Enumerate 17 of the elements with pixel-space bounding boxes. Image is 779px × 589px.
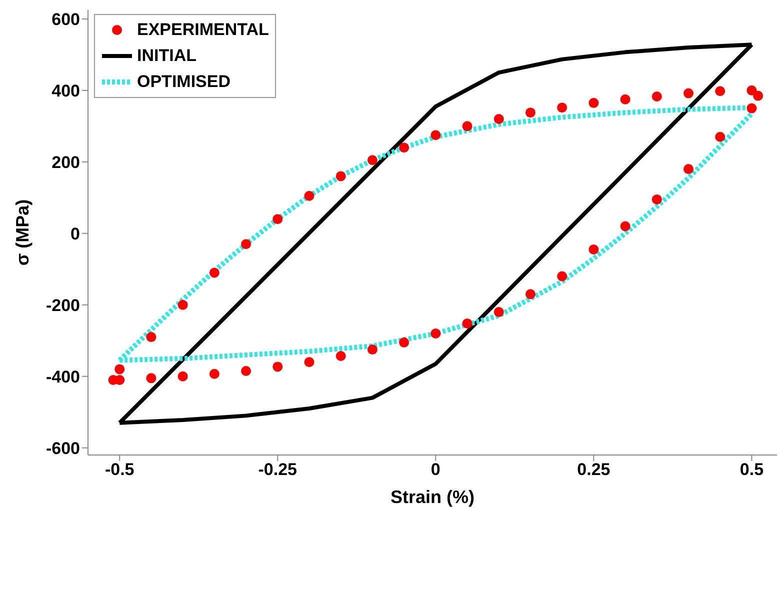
y-tick-label: -200 [46, 296, 80, 315]
x-tick-label: 0.5 [740, 460, 764, 480]
y-tick-label: 400 [52, 81, 80, 100]
x-tick-label: -0.5 [104, 460, 134, 480]
x-axis-title: Strain (%) [390, 487, 475, 507]
legend-label: INITIAL [137, 46, 196, 66]
y-tick-label: -600 [46, 438, 80, 458]
y-tick-label: -400 [46, 367, 80, 386]
x-tick-label: 0.25 [577, 460, 610, 480]
y-tick-label: 600 [52, 10, 80, 29]
y-tick-label: 200 [52, 152, 80, 172]
legend-label: EXPERIMENTAL [137, 20, 269, 40]
x-tick-label: 0 [430, 460, 440, 480]
x-tick-label: -0.25 [258, 460, 298, 480]
y-axis-title: σ (MPa) [12, 199, 32, 266]
legend-label: OPTIMISED [137, 72, 231, 92]
y-tick-label: 0 [70, 224, 80, 244]
